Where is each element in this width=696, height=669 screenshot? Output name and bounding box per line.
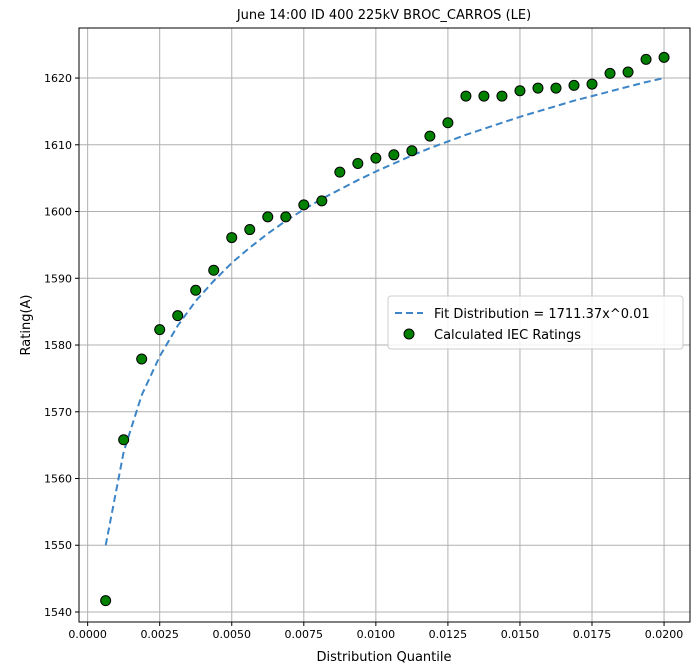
y-axis-label: Rating(A) — [19, 295, 34, 356]
x-tick-label: 0.0125 — [429, 628, 468, 641]
data-point — [622, 66, 634, 78]
x-tick-label: 0.0025 — [140, 628, 179, 641]
data-point — [118, 434, 130, 446]
y-tick-label: 1610 — [44, 139, 72, 152]
x-tick-label: 0.0200 — [645, 628, 684, 641]
data-point — [334, 166, 346, 178]
chart-title: June 14:00 ID 400 225kV BROC_CARROS (LE) — [236, 8, 531, 23]
data-point — [280, 211, 292, 223]
y-tick-label: 1570 — [44, 406, 72, 419]
legend-marker-swatch — [403, 328, 415, 340]
x-tick-label: 0.0100 — [357, 628, 396, 641]
data-point — [244, 224, 256, 236]
y-tick-label: 1580 — [44, 339, 72, 352]
data-point — [496, 90, 508, 102]
x-tick-label: 0.0075 — [285, 628, 324, 641]
plot-frame — [78, 27, 691, 623]
data-point — [208, 264, 220, 276]
x-axis: 0.0000 0.0025 0.0050 0.0075 0.0100 0.0125 0.01… — [68, 622, 683, 641]
y-axis: 1540 1550 1560 1570 1580 1590 1600 1610 1620 — [44, 72, 79, 619]
data-point — [298, 199, 310, 211]
data-point — [136, 353, 148, 365]
legend-label-fit: Fit Distribution = 1711.37x^0.01 — [434, 307, 650, 322]
x-tick-label: 0.0000 — [68, 628, 107, 641]
legend-label-points: Calculated IEC Ratings — [434, 328, 581, 343]
data-point — [370, 152, 382, 164]
data-point — [604, 67, 616, 79]
data-point — [406, 145, 418, 157]
fit-line — [104, 77, 665, 546]
data-point — [658, 51, 670, 63]
data-point — [442, 117, 454, 129]
data-point — [388, 149, 400, 161]
y-tick-label: 1620 — [44, 72, 72, 85]
data-point — [424, 130, 436, 142]
data-point — [190, 284, 202, 296]
data-point — [100, 595, 112, 607]
y-tick-label: 1540 — [44, 606, 72, 619]
y-tick-label: 1600 — [44, 206, 72, 219]
data-point — [532, 82, 544, 94]
legend: Fit Distribution = 1711.37x^0.01 Calculat… — [387, 295, 684, 350]
series-layer — [100, 51, 670, 607]
data-point — [316, 195, 328, 207]
x-tick-label: 0.0050 — [213, 628, 252, 641]
data-point — [172, 310, 184, 322]
data-point — [550, 82, 562, 94]
x-tick-label: 0.0175 — [573, 628, 612, 641]
data-point — [352, 157, 364, 169]
data-point — [154, 324, 166, 336]
y-tick-label: 1560 — [44, 473, 72, 486]
data-point — [262, 211, 274, 223]
data-point — [478, 90, 490, 102]
y-tick-label: 1550 — [44, 539, 72, 552]
data-point — [568, 79, 580, 91]
legend-box — [387, 295, 684, 350]
x-axis-label: Distribution Quantile — [317, 650, 452, 665]
data-point — [226, 232, 238, 244]
y-tick-label: 1590 — [44, 272, 72, 285]
data-point — [586, 78, 598, 90]
x-tick-label: 0.0150 — [501, 628, 540, 641]
data-point — [460, 90, 472, 102]
data-point — [514, 85, 526, 97]
data-point — [640, 53, 652, 65]
